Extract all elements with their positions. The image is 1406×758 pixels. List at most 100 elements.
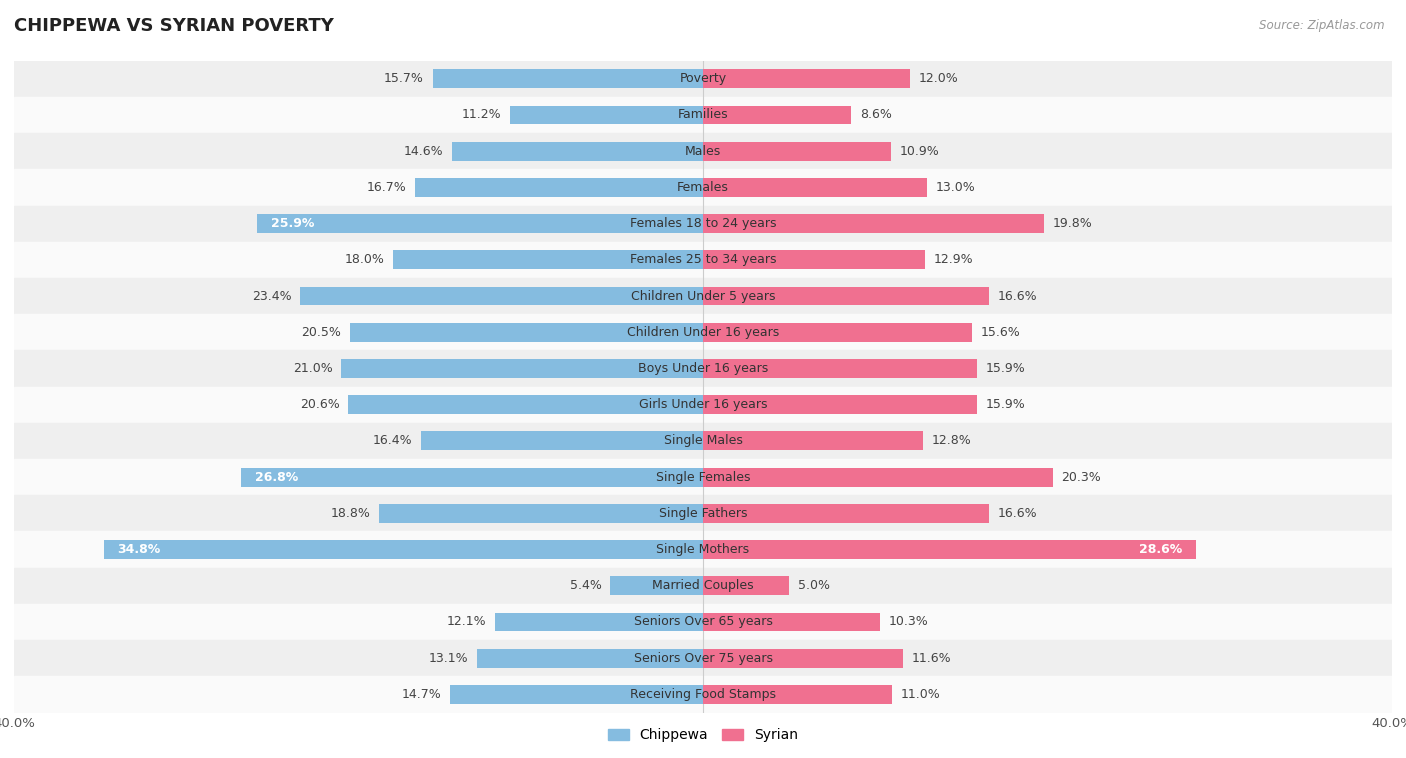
Text: 20.3%: 20.3%	[1062, 471, 1101, 484]
Text: 25.9%: 25.9%	[271, 217, 314, 230]
Text: 14.7%: 14.7%	[402, 688, 441, 701]
Text: 12.9%: 12.9%	[934, 253, 973, 266]
Text: 10.9%: 10.9%	[900, 145, 939, 158]
Bar	[14, 459, 1392, 495]
Text: 16.4%: 16.4%	[373, 434, 412, 447]
Text: 23.4%: 23.4%	[252, 290, 291, 302]
Text: 20.5%: 20.5%	[301, 326, 342, 339]
Bar	[14, 676, 1392, 713]
Bar	[703, 287, 988, 305]
Bar	[703, 468, 1053, 487]
Bar	[14, 205, 1392, 242]
Text: 8.6%: 8.6%	[859, 108, 891, 121]
Bar	[703, 250, 925, 269]
Text: Single Males: Single Males	[664, 434, 742, 447]
Bar	[703, 359, 977, 378]
Bar	[420, 431, 703, 450]
Bar	[703, 431, 924, 450]
Text: 26.8%: 26.8%	[256, 471, 298, 484]
Text: Seniors Over 75 years: Seniors Over 75 years	[634, 652, 772, 665]
Text: 12.0%: 12.0%	[918, 72, 957, 85]
Text: 19.8%: 19.8%	[1053, 217, 1092, 230]
Bar	[14, 278, 1392, 314]
Bar	[392, 250, 703, 269]
Bar	[510, 105, 703, 124]
Bar	[299, 287, 703, 305]
Text: Females 18 to 24 years: Females 18 to 24 years	[630, 217, 776, 230]
Bar	[380, 504, 703, 523]
Text: Poverty: Poverty	[679, 72, 727, 85]
Bar	[450, 685, 703, 704]
Bar	[703, 395, 977, 414]
Text: 12.1%: 12.1%	[446, 615, 486, 628]
Text: Source: ZipAtlas.com: Source: ZipAtlas.com	[1260, 19, 1385, 32]
Text: 16.6%: 16.6%	[997, 507, 1038, 520]
Text: 13.1%: 13.1%	[429, 652, 468, 665]
Text: Receiving Food Stamps: Receiving Food Stamps	[630, 688, 776, 701]
Text: 21.0%: 21.0%	[292, 362, 333, 375]
Bar	[257, 215, 703, 233]
Text: 28.6%: 28.6%	[1139, 543, 1182, 556]
Bar	[14, 242, 1392, 278]
Text: 18.8%: 18.8%	[330, 507, 371, 520]
Bar	[14, 604, 1392, 640]
Text: 13.0%: 13.0%	[935, 181, 976, 194]
Text: 5.0%: 5.0%	[797, 579, 830, 592]
Bar	[342, 359, 703, 378]
Bar	[703, 685, 893, 704]
Bar	[495, 612, 703, 631]
Bar	[14, 314, 1392, 350]
Bar	[14, 495, 1392, 531]
Text: Single Fathers: Single Fathers	[659, 507, 747, 520]
Text: Single Mothers: Single Mothers	[657, 543, 749, 556]
Bar	[14, 133, 1392, 169]
Bar	[703, 215, 1045, 233]
Bar	[703, 105, 851, 124]
Text: Females 25 to 34 years: Females 25 to 34 years	[630, 253, 776, 266]
Text: 5.4%: 5.4%	[569, 579, 602, 592]
Text: 12.8%: 12.8%	[932, 434, 972, 447]
Bar	[703, 69, 910, 88]
Bar	[415, 178, 703, 197]
Text: Children Under 16 years: Children Under 16 years	[627, 326, 779, 339]
Bar	[703, 576, 789, 595]
Text: 16.6%: 16.6%	[997, 290, 1038, 302]
Text: Females: Females	[678, 181, 728, 194]
Text: CHIPPEWA VS SYRIAN POVERTY: CHIPPEWA VS SYRIAN POVERTY	[14, 17, 335, 36]
Bar	[703, 612, 880, 631]
Bar	[14, 61, 1392, 97]
Text: 15.7%: 15.7%	[384, 72, 425, 85]
Text: Boys Under 16 years: Boys Under 16 years	[638, 362, 768, 375]
Text: 16.7%: 16.7%	[367, 181, 406, 194]
Bar	[451, 142, 703, 161]
Bar	[14, 350, 1392, 387]
Bar	[14, 640, 1392, 676]
Bar	[433, 69, 703, 88]
Text: 15.6%: 15.6%	[980, 326, 1019, 339]
Bar	[703, 649, 903, 668]
Text: Single Females: Single Females	[655, 471, 751, 484]
Bar	[349, 395, 703, 414]
Text: 11.2%: 11.2%	[461, 108, 502, 121]
Bar	[14, 169, 1392, 205]
Text: 18.0%: 18.0%	[344, 253, 384, 266]
Text: 14.6%: 14.6%	[404, 145, 443, 158]
Bar	[242, 468, 703, 487]
Bar	[104, 540, 703, 559]
Text: 10.3%: 10.3%	[889, 615, 929, 628]
Text: Males: Males	[685, 145, 721, 158]
Text: 11.6%: 11.6%	[911, 652, 950, 665]
Text: 20.6%: 20.6%	[299, 398, 340, 411]
Text: Families: Families	[678, 108, 728, 121]
Bar	[703, 323, 972, 342]
Bar	[14, 531, 1392, 568]
Bar	[703, 178, 927, 197]
Bar	[703, 504, 988, 523]
Legend: Chippewa, Syrian: Chippewa, Syrian	[602, 723, 804, 748]
Text: 15.9%: 15.9%	[986, 398, 1025, 411]
Text: Girls Under 16 years: Girls Under 16 years	[638, 398, 768, 411]
Bar	[703, 142, 891, 161]
Bar	[478, 649, 703, 668]
Bar	[350, 323, 703, 342]
Bar	[14, 423, 1392, 459]
